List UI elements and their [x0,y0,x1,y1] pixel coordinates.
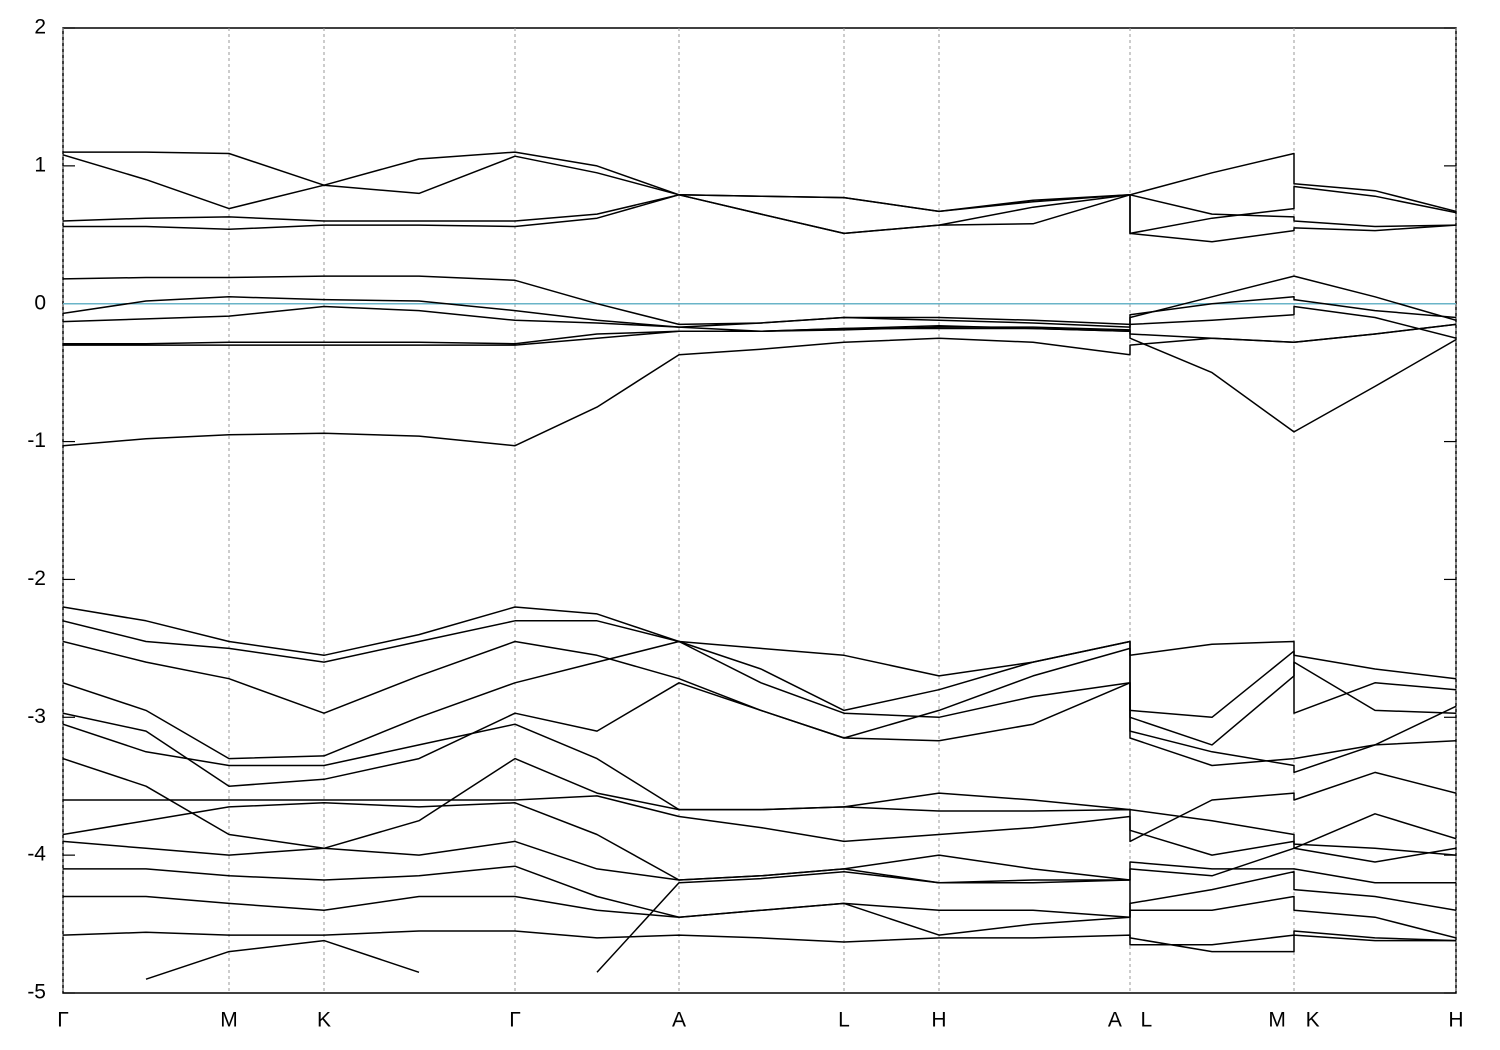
plot-frame [62,27,1457,994]
y-tick-label: -4 [27,843,46,866]
x-tick-label: H [931,1009,946,1032]
band-line [63,151,1456,213]
y-tick-label: 0 [34,291,46,314]
x-tick-label: M [220,1009,238,1032]
band-line [63,930,1456,946]
x-tick-label: L [838,1009,850,1032]
x-tick-label: K [317,1009,331,1032]
y-tick-label: -1 [27,429,46,452]
axis-labels: 2 1 0 -1 -2 -3 -4 -5 Γ M K Γ A L H A L M K H [27,16,1463,1032]
y-tick-label: -5 [27,981,46,1004]
band-line [63,323,1456,345]
band-line [63,275,1456,328]
y-tick-label: -3 [27,705,46,728]
band-line [63,154,1456,235]
band-line [63,757,1456,850]
x-tick-label: A [672,1009,686,1032]
band-line [63,606,1456,680]
band-line [63,795,1456,856]
band-line [63,802,1456,884]
x-tick-label: Γ [57,1009,69,1032]
band-line [63,296,1456,328]
grid [62,27,1457,994]
band-line [63,640,1456,746]
y-tick-label: 2 [34,16,46,39]
band-line [63,194,1456,243]
bands [63,151,1456,980]
band-line [63,682,1456,787]
band-line [63,194,1456,235]
band-line [63,840,1456,884]
band-line [145,870,1456,980]
band-line [63,640,1456,767]
band-line [63,865,1456,918]
y-tick-label: 1 [34,153,46,176]
x-tick-label: A L [1108,1009,1152,1032]
y-tick-label: -2 [27,567,46,590]
x-tick-label: Γ [509,1009,521,1032]
band-line [63,895,1456,939]
band-line [63,620,1456,719]
band-line [63,326,1456,433]
band-line [63,323,1456,447]
x-tick-label: H [1448,1009,1463,1032]
x-tick-label: M K [1268,1009,1319,1032]
